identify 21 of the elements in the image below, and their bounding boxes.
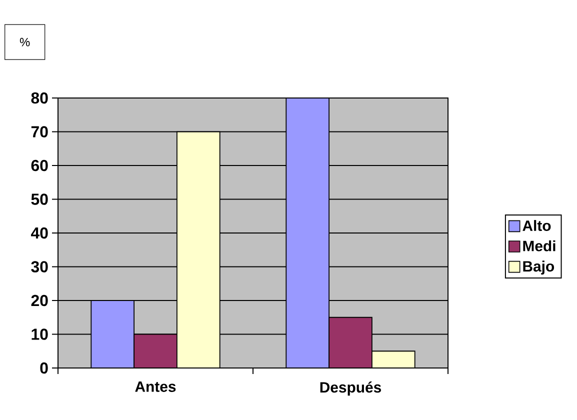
y-tick-label: 40 xyxy=(30,227,48,239)
bar xyxy=(372,350,416,368)
bar xyxy=(328,316,372,368)
x-tick-label: Antes xyxy=(135,382,176,392)
y-tick-label: 50 xyxy=(31,194,48,205)
legend-label: Bajo xyxy=(523,260,554,275)
bar xyxy=(176,131,220,368)
bar xyxy=(134,334,178,368)
y-tick-label: 80 xyxy=(31,92,48,104)
x-tick-label: Después xyxy=(320,382,382,396)
y-tick-label: 10 xyxy=(32,328,48,340)
y-tick-label: 20 xyxy=(31,294,48,306)
legend-label: Medi xyxy=(523,240,556,252)
y-tick-label: 30 xyxy=(31,261,48,272)
bar xyxy=(90,300,134,368)
y-tick-label: 70 xyxy=(31,126,48,138)
y-tick-label: 60 xyxy=(31,160,48,172)
y-axis-title: % xyxy=(20,38,30,46)
legend-label: Alto xyxy=(522,220,551,231)
y-tick-label: 0 xyxy=(40,362,48,374)
bar xyxy=(286,98,330,368)
